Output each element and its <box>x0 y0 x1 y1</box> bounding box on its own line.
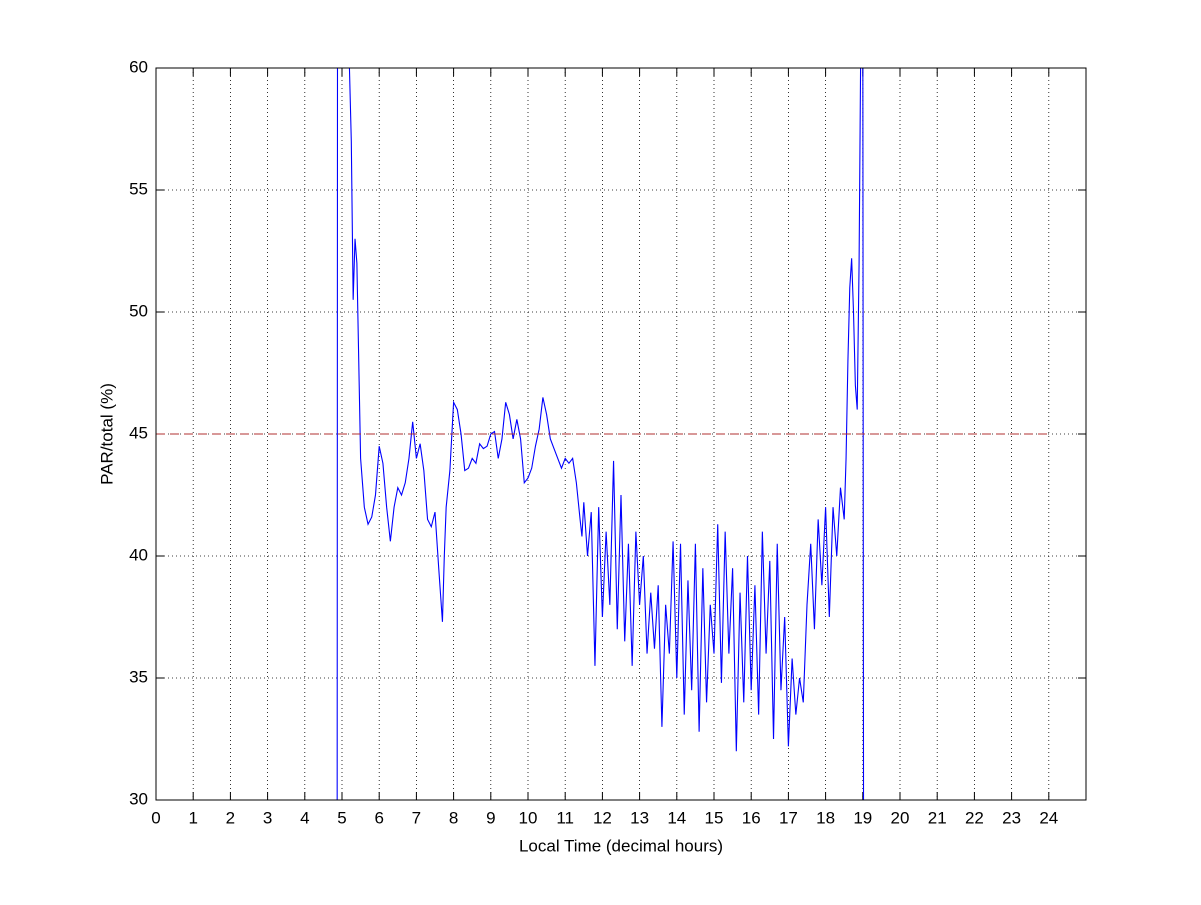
y-tick-label: 60 <box>129 57 148 76</box>
x-tick-label: 7 <box>412 808 421 827</box>
axes-box <box>155 67 1087 801</box>
x-tick-label: 15 <box>705 808 724 827</box>
y-tick-label: 55 <box>129 179 148 198</box>
x-tick-label: 3 <box>263 808 272 827</box>
x-tick-label: 21 <box>928 808 947 827</box>
x-tick-label: 8 <box>449 808 458 827</box>
x-tick-label: 2 <box>226 808 235 827</box>
x-tick-label: 16 <box>742 808 761 827</box>
y-tick-label: 40 <box>129 545 148 564</box>
x-tick-label: 18 <box>816 808 835 827</box>
y-axis-label: PAR/total (%) <box>97 383 116 485</box>
x-tick-label: 19 <box>853 808 872 827</box>
x-tick-label: 5 <box>337 808 346 827</box>
y-tick-label: 45 <box>129 423 148 442</box>
x-tick-label: 24 <box>1039 808 1058 827</box>
x-tick-label: 0 <box>151 808 160 827</box>
y-tick-label: 30 <box>129 789 148 808</box>
x-tick-label: 11 <box>556 808 574 827</box>
x-axis-label: Local Time (decimal hours) <box>519 836 723 855</box>
x-tick-label: 10 <box>519 808 538 827</box>
x-tick-label: 4 <box>300 808 309 827</box>
y-tick-label: 35 <box>129 667 148 686</box>
x-tick-label: 20 <box>891 808 910 827</box>
x-tick-label: 14 <box>667 808 686 827</box>
x-tick-label: 22 <box>965 808 984 827</box>
x-tick-label: 13 <box>630 808 649 827</box>
x-tick-label: 17 <box>779 808 798 827</box>
x-tick-label: 6 <box>374 808 383 827</box>
x-tick-label: 12 <box>593 808 612 827</box>
data-line <box>336 68 865 800</box>
y-tick-label: 50 <box>129 301 148 320</box>
x-tick-label: 1 <box>188 808 197 827</box>
x-tick-label: 23 <box>1002 808 1021 827</box>
x-tick-label: 9 <box>486 808 495 827</box>
plot-lines <box>156 68 1049 800</box>
